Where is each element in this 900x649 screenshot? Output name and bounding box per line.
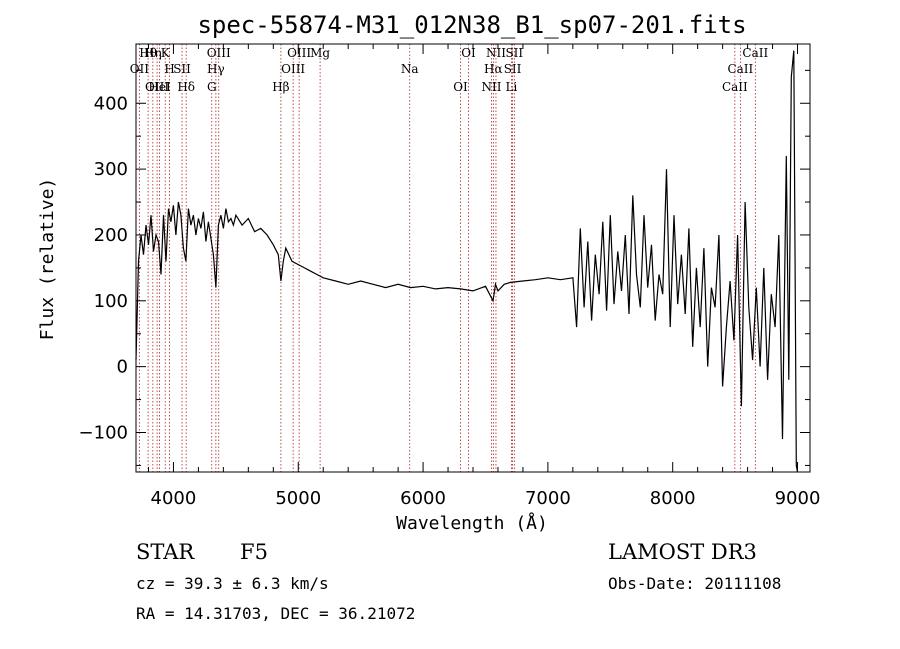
flux-series-line — [135, 50, 799, 473]
marker-label-na: Na — [401, 62, 419, 76]
spectral-subclass: F5 — [240, 540, 268, 564]
x-axis-ticks: 4000 5000 6000 7000 8000 9000 — [147, 44, 821, 509]
redshift-velocity: cz = 39.3 ± 6.3 km/s — [136, 574, 329, 593]
x-tick-label: 4000 — [151, 488, 197, 509]
survey-name: LAMOST DR3 — [608, 540, 757, 564]
marker-label-oiii: OIII — [281, 62, 305, 76]
marker-label-oiii: OIII — [287, 46, 311, 60]
marker-label-oii: OII — [130, 62, 150, 76]
x-tick-label: 8000 — [650, 488, 696, 509]
y-tick-label: −100 — [79, 422, 128, 443]
marker-label-hη: Hη — [144, 46, 162, 60]
marker-label-sii: SII — [505, 46, 523, 60]
marker-label-mg: Mg — [310, 46, 330, 60]
y-axis-ticks: −100 0 100 200 300 400 — [79, 69, 810, 466]
marker-label-caii: CaII — [727, 62, 753, 76]
marker-label-nii: NII — [486, 46, 506, 60]
x-tick-label: 7000 — [525, 488, 571, 509]
marker-label-oi: OI — [453, 80, 468, 94]
marker-label-caii: CaII — [742, 46, 768, 60]
marker-label-oi: OI — [461, 46, 476, 60]
marker-label-li: Li — [506, 80, 518, 94]
x-axis-label: Wavelength (Å) — [396, 512, 548, 534]
y-tick-label: 200 — [94, 225, 128, 246]
x-tick-label: 5000 — [275, 488, 321, 509]
marker-label-k: K — [161, 46, 171, 60]
marker-label-hβ: Hβ — [272, 80, 289, 94]
x-tick-label: 6000 — [400, 488, 446, 509]
marker-label-hγ: Hγ — [207, 62, 225, 76]
y-tick-label: 400 — [94, 93, 128, 114]
marker-label-hei: HeI — [148, 80, 171, 94]
x-tick-label: 9000 — [775, 488, 821, 509]
marker-label-hα: Hα — [484, 62, 503, 76]
chart-title: spec-55874-M31_012N38_B1_sp07-201.fits — [197, 11, 746, 39]
marker-label-hθ: Hθ — [139, 46, 157, 60]
marker-label-sii: SII — [173, 62, 191, 76]
marker-label-g: G — [207, 80, 217, 94]
emission-line-labels: Hθ OII OIII KH HeI Hη SII Hδ OIII Hγ G OIII OIII Hβ Mg… — [130, 46, 769, 94]
sky-coordinates: RA = 14.31703, DEC = 36.21072 — [136, 604, 415, 623]
y-tick-label: 300 — [94, 159, 128, 180]
marker-label-sii: SII — [504, 62, 522, 76]
marker-label-caii: CaII — [722, 80, 748, 94]
marker-label-h: H — [164, 62, 174, 76]
y-tick-label: 0 — [117, 357, 128, 378]
marker-label-oiii: OIII — [207, 46, 231, 60]
observation-date: Obs-Date: 20111108 — [608, 574, 781, 593]
object-class: STAR — [136, 540, 195, 564]
marker-label-hδ: Hδ — [177, 80, 195, 94]
plot-frame — [135, 43, 811, 473]
marker-label-oiii: OIII — [145, 80, 169, 94]
y-tick-label: 100 — [94, 291, 128, 312]
y-axis-label: Flux (relative) — [37, 178, 58, 341]
emission-line-markers — [138, 44, 756, 472]
marker-label-nii: NII — [481, 80, 501, 94]
